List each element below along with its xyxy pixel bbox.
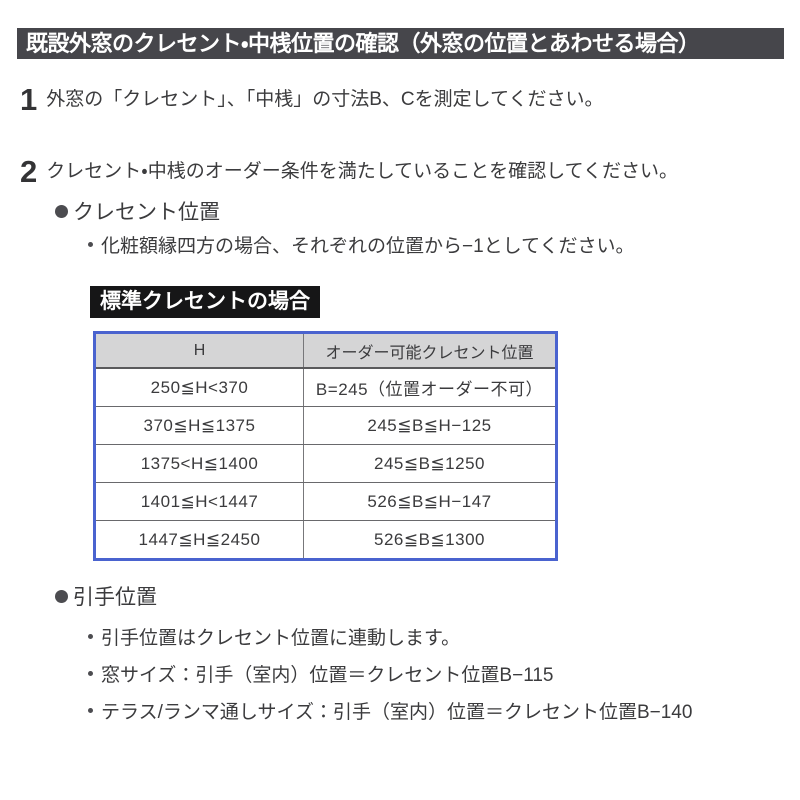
step-1-number: 1: [20, 82, 38, 117]
cell-order-range: 526≦B≦1300: [303, 520, 557, 560]
cell-h-range: 370≦H≦1375: [94, 406, 304, 445]
standard-crescent-label: 標準クレセントの場合: [90, 286, 320, 318]
table-row: 1375<H≦1400 245≦B≦1250: [94, 444, 557, 483]
handle-note: 引手位置はクレセント位置に連動します。: [88, 623, 460, 650]
middle-dot-icon: [88, 671, 93, 676]
table-header-h: H: [94, 332, 304, 369]
handle-note-text: 引手位置はクレセント位置に連動します。: [101, 628, 461, 649]
cell-order-range: 245≦B≦H−125: [303, 406, 557, 445]
cell-order-range: 245≦B≦1250: [303, 444, 557, 483]
handle-note-text: テラス/ランマ通しサイズ：引手（室内）位置＝クレセント位置B−140: [101, 702, 693, 723]
handle-note: テラス/ランマ通しサイズ：引手（室内）位置＝クレセント位置B−140: [88, 697, 692, 724]
middle-dot-icon: [88, 708, 93, 713]
step-2-text: クレセント・中桟のオーダー条件を満たしていることを確認してください。: [46, 161, 679, 182]
bullet-circle-icon: [55, 589, 68, 603]
cell-h-range: 250≦H<370: [94, 368, 304, 407]
handle-position-heading-label: 引手位置: [73, 586, 157, 609]
step-1-text: 外窓の「クレセント」、「中桟」の寸法B、Cを測定してください。: [46, 89, 604, 110]
crescent-position-table: H オーダー可能クレセント位置 250≦H<370 B=245（位置オーダー不可…: [93, 331, 558, 561]
crescent-note-text: 化粧額縁四方の場合、それぞれの位置から−1としてください。: [101, 236, 635, 257]
table-row: 250≦H<370 B=245（位置オーダー不可）: [94, 368, 557, 407]
middle-dot-icon: [88, 634, 93, 639]
table-header-row: H オーダー可能クレセント位置: [94, 332, 557, 369]
bullet-circle-icon: [55, 204, 68, 218]
middle-dot-icon: [88, 242, 93, 247]
table-row: 1447≦H≦2450 526≦B≦1300: [94, 520, 557, 560]
crescent-note: 化粧額縁四方の場合、それぞれの位置から−1としてください。: [88, 231, 635, 258]
cell-h-range: 1375<H≦1400: [94, 444, 304, 483]
handle-note-text: 窓サイズ：引手（室内）位置＝クレセント位置B−115: [101, 665, 554, 686]
step-2: 2 クレセント・中桟のオーダー条件を満たしていることを確認してください。: [20, 154, 679, 189]
cell-order-range: B=245（位置オーダー不可）: [303, 368, 557, 407]
cell-order-range: 526≦B≦H−147: [303, 482, 557, 521]
step-2-number: 2: [20, 154, 38, 189]
handle-position-heading: 引手位置: [55, 581, 157, 611]
step-1: 1 外窓の「クレセント」、「中桟」の寸法B、Cを測定してください。: [20, 82, 604, 117]
table-header-order-position: オーダー可能クレセント位置: [303, 332, 557, 369]
cell-h-range: 1401≦H<1447: [94, 482, 304, 521]
handle-note: 窓サイズ：引手（室内）位置＝クレセント位置B−115: [88, 660, 554, 687]
crescent-position-heading: クレセント位置: [55, 196, 220, 226]
page-title-banner: 既設外窓のクレセント・中桟位置の確認（外窓の位置とあわせる場合）: [17, 28, 784, 59]
crescent-position-heading-label: クレセント位置: [73, 201, 220, 224]
cell-h-range: 1447≦H≦2450: [94, 520, 304, 560]
table-row: 370≦H≦1375 245≦B≦H−125: [94, 406, 557, 445]
table-row: 1401≦H<1447 526≦B≦H−147: [94, 482, 557, 521]
